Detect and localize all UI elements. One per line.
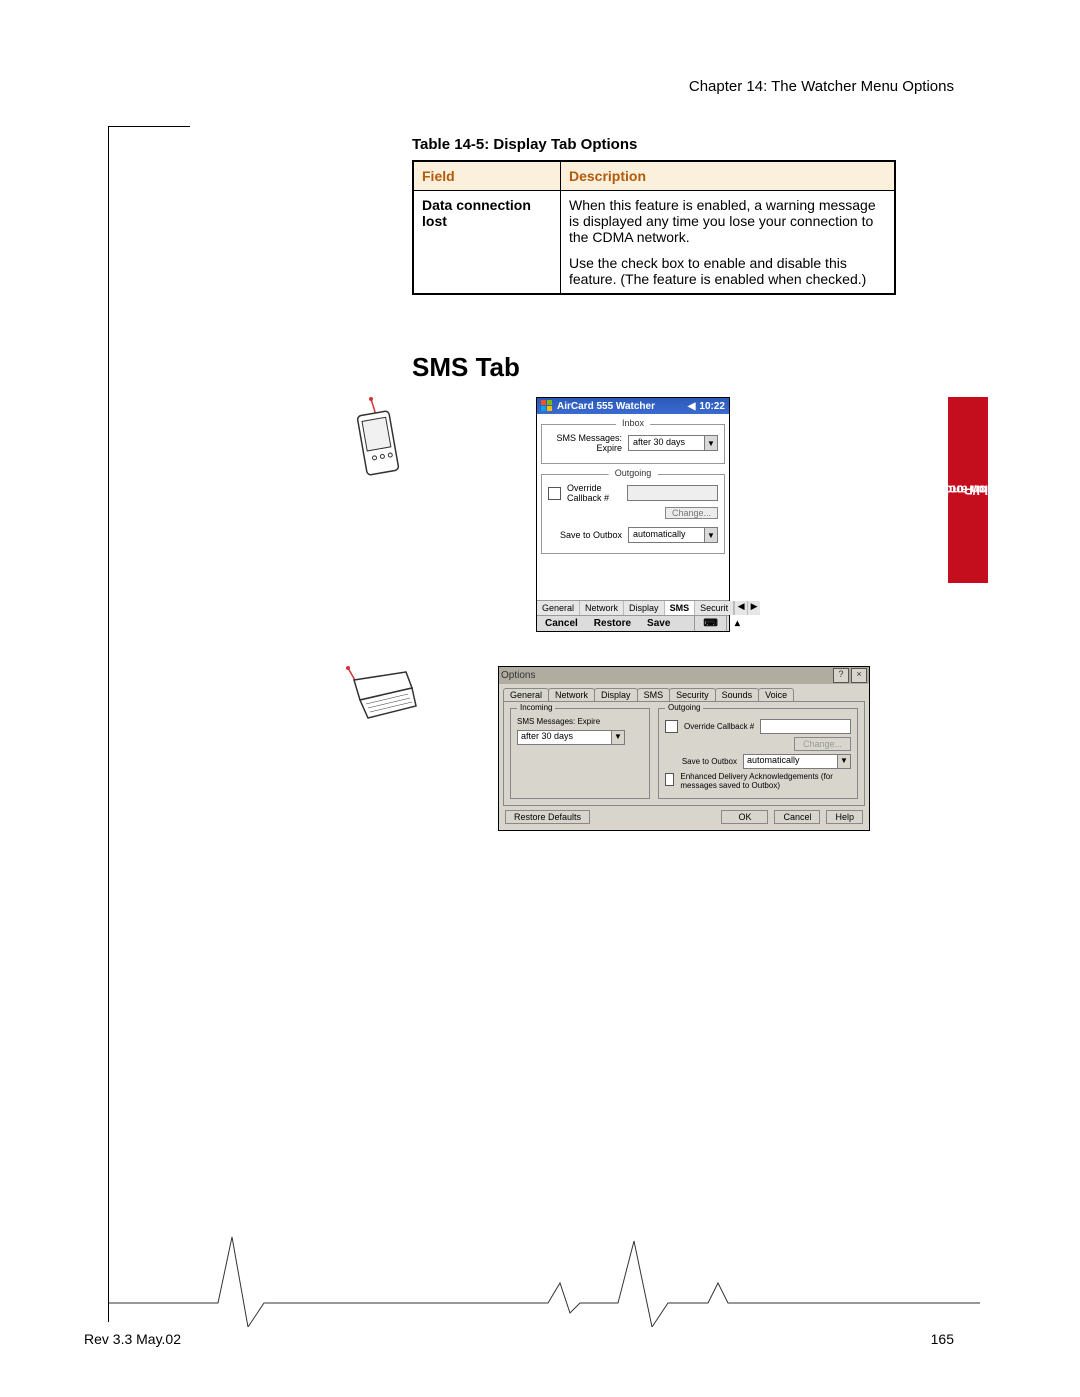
speaker-icon[interactable]: ◀ xyxy=(688,401,696,412)
footer-revision: Rev 3.3 May.02 xyxy=(84,1331,181,1347)
ppc-inbox-fieldset: Inbox SMS Messages: Expire after 30 days… xyxy=(541,424,725,464)
dlg-override-checkbox[interactable] xyxy=(665,720,678,733)
ppc-override-checkbox[interactable] xyxy=(548,487,561,500)
ppc-title: AirCard 555 Watcher xyxy=(557,401,655,412)
tab-network[interactable]: Network xyxy=(548,688,595,701)
cell-desc: When this feature is enabled, a warning … xyxy=(561,191,896,295)
cell-field: Data connection lost xyxy=(413,191,561,295)
handheld-device-icon xyxy=(348,397,408,487)
dlg-titlebar: Options ? × xyxy=(499,667,869,684)
ppc-outgoing-legend: Outgoing xyxy=(609,468,658,478)
ppc-outgoing-fieldset: Outgoing Override Callback # Change... S… xyxy=(541,474,725,554)
chapter-title: Chapter 14: The Watcher Menu Options xyxy=(689,78,954,95)
chevron-down-icon[interactable]: ▼ xyxy=(704,528,717,542)
dlg-callback-input[interactable] xyxy=(760,719,851,734)
options-dialog: Options ? × General Network Display SMS … xyxy=(498,666,870,831)
tab-security[interactable]: Securit xyxy=(695,601,734,615)
frame-v-rule xyxy=(108,126,109,1322)
section-heading: SMS Tab xyxy=(412,352,520,383)
dlg-outgoing-legend: Outgoing xyxy=(665,703,703,712)
ppc-save-select[interactable]: automatically ▼ xyxy=(628,527,718,543)
tab-general[interactable]: General xyxy=(503,688,549,701)
chevron-up-icon[interactable]: ▴ xyxy=(727,616,748,631)
ppc-save-label: Save to Outbox xyxy=(548,530,622,540)
dlg-expire-select[interactable]: after 30 days ▼ xyxy=(517,730,625,745)
ppc-inbox-lbl1: SMS Messages: xyxy=(556,433,622,443)
heartbeat-decoration xyxy=(108,1227,980,1327)
dlg-incoming-legend: Incoming xyxy=(517,703,555,712)
chevron-down-icon[interactable]: ▼ xyxy=(837,755,850,768)
th-field: Field xyxy=(413,161,561,191)
ppc-callback-input[interactable] xyxy=(627,485,718,501)
chevron-down-icon[interactable]: ▼ xyxy=(611,731,624,744)
cell-desc-p2: Use the check box to enable and disable … xyxy=(569,255,886,287)
ppc-override-lbl2: Callback # xyxy=(567,493,609,503)
side-tab: Installation and Use on Handheld/Pocket … xyxy=(948,397,988,583)
tab-sms[interactable]: SMS xyxy=(637,688,671,701)
ppc-time[interactable]: 10:22 xyxy=(699,401,725,412)
chevron-down-icon[interactable]: ▼ xyxy=(704,436,717,450)
dlg-expire-value: after 30 days xyxy=(521,731,573,741)
ppc-save-value: automatically xyxy=(633,529,686,539)
frame-h-rule xyxy=(108,126,190,127)
tab-scroll-right-icon[interactable]: ▶ xyxy=(747,601,760,615)
handheld-pc-icon xyxy=(340,666,418,726)
th-desc: Description xyxy=(561,161,896,191)
cell-desc-p1: When this feature is enabled, a warning … xyxy=(569,197,886,245)
table-caption: Table 14-5: Display Tab Options xyxy=(412,136,637,153)
tab-sounds[interactable]: Sounds xyxy=(715,688,760,701)
ppc-expire-value: after 30 days xyxy=(633,437,685,447)
pocketpc-screenshot: AirCard 555 Watcher ◀ 10:22 Inbox SMS Me… xyxy=(536,397,730,632)
tab-general[interactable]: General xyxy=(537,601,580,615)
tab-display[interactable]: Display xyxy=(594,688,638,701)
footer-page-number: 165 xyxy=(931,1331,954,1347)
dlg-ack-label: Enhanced Delivery Acknowledgements (for … xyxy=(680,772,851,790)
keyboard-icon[interactable]: ⌨ xyxy=(694,616,726,631)
ppc-titlebar: AirCard 555 Watcher ◀ 10:22 xyxy=(537,398,729,414)
dlg-incoming-label: SMS Messages: Expire xyxy=(517,717,643,726)
dlg-restore-button[interactable]: Restore Defaults xyxy=(505,810,590,824)
dlg-title: Options xyxy=(501,670,535,681)
ppc-change-button[interactable]: Change... xyxy=(665,507,718,519)
table-row: Data connection lost When this feature i… xyxy=(413,191,895,295)
side-tab-line2: Handheld/Pocket PCs xyxy=(901,483,1035,498)
dlg-incoming-fieldset: Incoming SMS Messages: Expire after 30 d… xyxy=(510,708,650,799)
tab-display[interactable]: Display xyxy=(624,601,665,615)
dlg-outgoing-fieldset: Outgoing Override Callback # Change... S… xyxy=(658,708,858,799)
ppc-expire-select[interactable]: after 30 days ▼ xyxy=(628,435,718,451)
dlg-help-button-bottom[interactable]: Help xyxy=(826,810,863,824)
ppc-tabstrip: General Network Display SMS Securit ◀ ▶ xyxy=(537,600,729,615)
dlg-save-select[interactable]: automatically ▼ xyxy=(743,754,851,769)
dlg-save-value: automatically xyxy=(747,755,800,765)
tab-scroll-left-icon[interactable]: ◀ xyxy=(734,601,747,615)
dlg-ack-checkbox[interactable] xyxy=(665,773,674,786)
ppc-override-lbl1: Override xyxy=(567,483,602,493)
dlg-cancel-button[interactable]: Cancel xyxy=(774,810,820,824)
tab-voice[interactable]: Voice xyxy=(758,688,794,701)
dlg-tabstrip: General Network Display SMS Security Sou… xyxy=(499,684,869,701)
tab-sms[interactable]: SMS xyxy=(665,601,696,615)
windows-logo-icon xyxy=(541,400,553,412)
dlg-ok-button[interactable]: OK xyxy=(721,810,768,824)
ppc-bottom-bar: Cancel Restore Save ⌨ ▴ xyxy=(537,615,729,631)
display-tab-options-table: Field Description Data connection lost W… xyxy=(412,160,896,295)
ppc-inbox-lbl2: Expire xyxy=(596,443,622,453)
tab-security[interactable]: Security xyxy=(669,688,716,701)
dlg-save-label: Save to Outbox xyxy=(665,757,737,766)
dlg-help-button[interactable]: ? xyxy=(833,668,849,683)
dlg-override-label: Override Callback # xyxy=(684,722,754,731)
ppc-cancel-button[interactable]: Cancel xyxy=(537,616,586,631)
ppc-restore-button[interactable]: Restore xyxy=(586,616,639,631)
tab-network[interactable]: Network xyxy=(580,601,624,615)
ppc-inbox-legend: Inbox xyxy=(616,418,650,428)
dlg-change-button[interactable]: Change... xyxy=(794,737,851,751)
dlg-close-button[interactable]: × xyxy=(851,668,867,683)
ppc-save-button[interactable]: Save xyxy=(639,616,678,631)
